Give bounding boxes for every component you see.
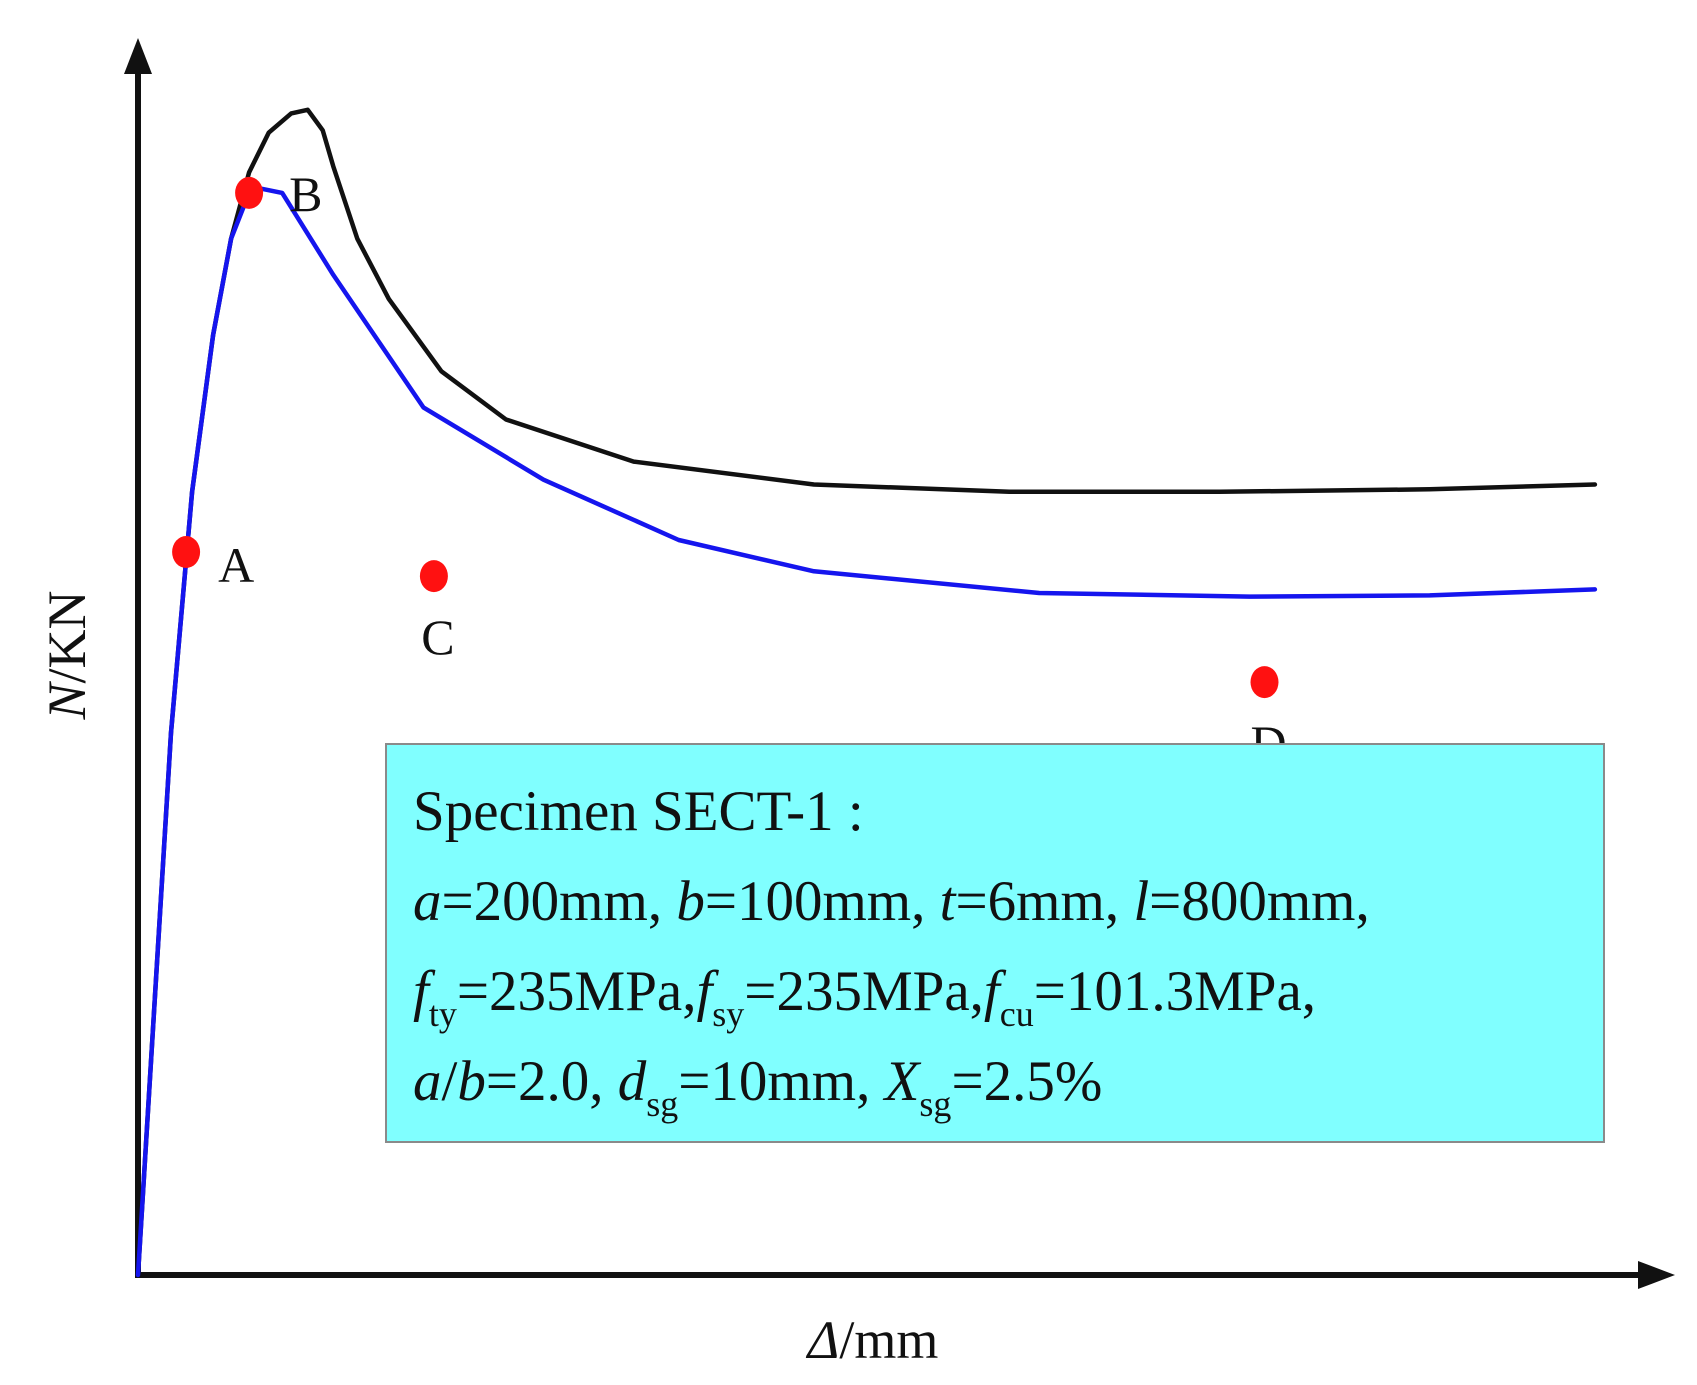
params-line-2: fty=235MPa,fsy=235MPa,fcu=101.3MPa,	[413, 947, 1603, 1037]
point-marker-c	[419, 560, 448, 593]
param-l-val: =800mm,	[1149, 870, 1370, 933]
param-xsg-var: X	[884, 1050, 920, 1113]
param-ratio-val: =2.0,	[485, 1050, 618, 1113]
point-label-a: A	[218, 537, 254, 593]
series-layer	[135, 107, 1598, 1278]
param-fcu-var: f	[983, 960, 1000, 1023]
param-t-var: t	[939, 870, 956, 933]
y-axis-variable: N	[37, 681, 97, 721]
series-line-lower	[135, 185, 1598, 1278]
points-layer: ABCD	[172, 166, 1287, 771]
axes	[124, 38, 1675, 1289]
param-a-val: =200mm,	[441, 870, 677, 933]
point-marker-d	[1250, 666, 1279, 699]
param-dsg-var: d	[617, 1050, 647, 1113]
y-axis-label: N/KN	[37, 590, 97, 720]
param-fsy-sub: sy	[712, 994, 745, 1034]
param-ratio-b-var: b	[457, 1050, 486, 1113]
specimen-info-box: Specimen SECT-1 : a=200mm, b=100mm, t=6m…	[385, 743, 1605, 1143]
param-fsy-var: f	[696, 960, 713, 1023]
param-b-var: b	[676, 870, 705, 933]
param-dsg-sub: sg	[646, 1084, 679, 1124]
x-axis-arrow-icon	[1638, 1261, 1675, 1289]
x-axis-label: Δ/mm	[806, 1310, 939, 1370]
param-fty-var: f	[413, 960, 429, 1023]
param-ratio-a-var: a	[413, 1050, 442, 1113]
x-axis-unit: /mm	[839, 1310, 938, 1370]
x-axis-variable: Δ	[806, 1310, 840, 1370]
point-label-c: C	[421, 609, 454, 665]
param-b-val: =100mm,	[704, 870, 940, 933]
point-label-b: B	[289, 166, 322, 222]
param-xsg-val: =2.5%	[951, 1050, 1103, 1113]
param-ratio-slash: /	[441, 1050, 458, 1113]
param-fcu-val: =101.3MPa,	[1033, 960, 1317, 1023]
param-l-var: l	[1133, 870, 1150, 933]
y-axis-unit: /KN	[37, 590, 97, 683]
param-fsy-val: =235MPa,	[744, 960, 984, 1023]
param-xsg-sub: sg	[919, 1084, 952, 1124]
y-axis-arrow-icon	[124, 38, 152, 74]
param-t-val: =6mm,	[955, 870, 1134, 933]
params-line-1: a=200mm, b=100mm, t=6mm, l=800mm,	[413, 857, 1603, 947]
param-fty-val: =235MPa,	[456, 960, 697, 1023]
param-a-var: a	[413, 870, 442, 933]
param-dsg-val: =10mm,	[678, 1050, 885, 1113]
specimen-title: Specimen SECT-1 :	[413, 780, 864, 843]
param-fcu-sub: cu	[999, 994, 1034, 1034]
point-marker-a	[172, 536, 201, 568]
params-line-3: a/b=2.0, dsg=10mm, Xsg=2.5%	[413, 1037, 1603, 1127]
point-marker-b	[235, 176, 264, 209]
param-fty-sub: ty	[428, 994, 457, 1034]
